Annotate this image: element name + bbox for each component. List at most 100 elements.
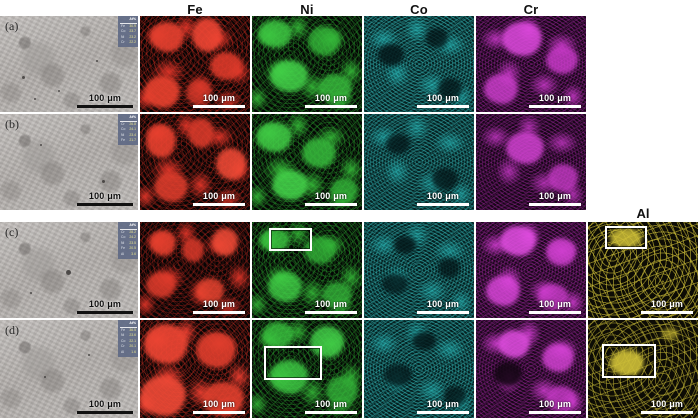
comp-value: 22.2 — [129, 40, 136, 45]
panel-c-ni[interactable]: 100 μm — [252, 222, 362, 318]
panel-a-cr[interactable]: 100 μm — [476, 16, 586, 112]
scale-bar-line — [417, 203, 469, 206]
map-blob — [506, 132, 544, 164]
scale-bar-line — [193, 105, 245, 108]
scale-bar-line — [305, 311, 357, 314]
scale-bar-line — [77, 311, 133, 314]
scale-bar-c-co: 100 μm — [417, 299, 469, 314]
comp-b-head-value: At% — [129, 115, 136, 119]
scale-bar-d-al: 100 μm — [641, 399, 693, 414]
scale-bar-line — [641, 311, 693, 314]
comp-value: 21.7 — [129, 138, 136, 143]
panel-d-co[interactable]: 100 μm — [364, 320, 474, 418]
scale-bar-label: 100 μm — [538, 299, 572, 309]
scale-bar-d-co: 100 μm — [417, 399, 469, 414]
scale-bar-line — [77, 203, 133, 206]
panel-c-co[interactable]: 100 μm — [364, 222, 474, 318]
column-header-fe: Fe — [140, 1, 250, 19]
map-blob — [258, 20, 292, 48]
map-blob — [182, 238, 204, 262]
panel-b-ni[interactable]: 100 μm — [252, 114, 362, 210]
panel-a-sem[interactable]: (a) At% Fe 30.9 Co 23.7 Ni 23.2 Cr 22.2 100 … — [0, 16, 138, 112]
comp-row: Co 24.1 — [120, 127, 137, 133]
comp-d-head-value: At% — [129, 321, 136, 325]
scale-bar-line — [641, 411, 693, 414]
panel-d-ni[interactable]: 100 μm — [252, 320, 362, 418]
panel-label-b-text: (b) — [5, 117, 19, 131]
comp-value: 3.6 — [131, 251, 136, 256]
comp-row: Cr 28.2 — [120, 229, 137, 235]
map-blob — [146, 124, 176, 158]
panel-d-fe[interactable]: 100 μm — [140, 320, 250, 418]
comp-value: 36.5 — [129, 327, 136, 332]
panel-a-ni[interactable]: 100 μm — [252, 16, 362, 112]
panel-d-sem[interactable]: (d) At% Fe 36.5 Ni 23.6 Co 22.1 Cr 20.1 Al 1.… — [0, 320, 138, 418]
scale-bar-line — [417, 311, 469, 314]
sem-speck — [58, 90, 60, 92]
comp-row: Cr 22.2 — [120, 40, 137, 46]
map-blob — [610, 228, 642, 248]
roi-box-d-ni[interactable] — [264, 346, 322, 380]
comp-row: Ni 23.2 — [120, 35, 137, 41]
panel-c-cr[interactable]: 100 μm — [476, 222, 586, 318]
panel-b-cr[interactable]: 100 μm — [476, 114, 586, 210]
column-header-cr-label: Cr — [523, 2, 539, 17]
comp-row: Fe 21.7 — [120, 138, 137, 144]
panel-label-a-text: (a) — [5, 19, 19, 33]
map-blob — [192, 18, 222, 52]
map-blob — [500, 226, 536, 256]
scale-bar-d-sem: 100 μm — [77, 399, 133, 414]
comp-element: Cr — [121, 229, 125, 234]
scale-bar-label: 100 μm — [88, 399, 122, 409]
panel-a-fe[interactable]: 100 μm — [140, 16, 250, 112]
scale-bar-line — [529, 203, 581, 206]
eds-texture-co-b — [364, 114, 474, 210]
scale-bar-line — [193, 411, 245, 414]
map-blob — [216, 148, 246, 180]
map-blob — [260, 228, 290, 252]
panel-c-al[interactable]: 100 μm — [588, 222, 698, 318]
panel-d-al[interactable]: 100 μm — [588, 320, 698, 418]
panel-b-fe[interactable]: 100 μm — [140, 114, 250, 210]
comp-element: Cr — [121, 344, 125, 349]
roi-box-c-al[interactable] — [605, 226, 647, 249]
panel-c-fe[interactable]: 100 μm — [140, 222, 250, 318]
comp-c-head-value: At% — [129, 223, 136, 227]
column-header-ni-label: Ni — [300, 2, 314, 17]
composition-table-a: At% Fe 30.9 Co 23.7 Ni 23.2 Cr 22.2 — [118, 16, 138, 47]
comp-value: 20.5 — [129, 246, 136, 251]
panel-b-sem[interactable]: (b) At% Cr 26.8 Co 24.1 Ni 23.4 Fe 21.7 100 … — [0, 114, 138, 210]
panel-c-sem[interactable]: (c) At% Cr 28.2 Co 24.2 Ni 23.5 Fe 20.5 Al 3.… — [0, 222, 138, 318]
comp-value: 23.4 — [129, 132, 136, 137]
scale-bar-line — [77, 105, 133, 108]
comp-row: Ni 23.5 — [120, 241, 137, 247]
roi-box-d-al[interactable] — [602, 344, 656, 378]
comp-row: Fe 36.5 — [120, 327, 137, 333]
scale-bar-line — [417, 411, 469, 414]
comp-element: Ni — [121, 333, 125, 338]
panel-b-co[interactable]: 100 μm — [364, 114, 474, 210]
comp-element: Co — [121, 127, 126, 132]
comp-value: 22.1 — [129, 338, 136, 343]
scale-bar-b-cr: 100 μm — [529, 191, 581, 206]
panel-d-cr[interactable]: 100 μm — [476, 320, 586, 418]
sem-speck — [30, 292, 32, 294]
map-blob — [326, 376, 358, 406]
scale-bar-label: 100 μm — [426, 299, 460, 309]
sem-speck — [66, 270, 71, 275]
panel-label-c-text: (c) — [5, 225, 19, 239]
sem-speck — [44, 376, 46, 378]
map-blob — [146, 272, 176, 298]
roi-box-c-ni[interactable] — [269, 228, 312, 251]
sem-texture-d — [0, 320, 138, 418]
scale-bar-label: 100 μm — [426, 399, 460, 409]
eds-texture-al-d — [588, 320, 698, 418]
scale-bar-a-cr: 100 μm — [529, 93, 581, 108]
comp-row: Co 22.1 — [120, 339, 137, 345]
panel-label-a: (a) — [5, 19, 18, 34]
panel-a-co[interactable]: 100 μm — [364, 16, 474, 112]
map-void — [384, 364, 412, 386]
comp-value: 24.1 — [129, 127, 136, 132]
map-blob — [196, 278, 224, 304]
scale-bar-a-sem: 100 μm — [77, 93, 133, 108]
